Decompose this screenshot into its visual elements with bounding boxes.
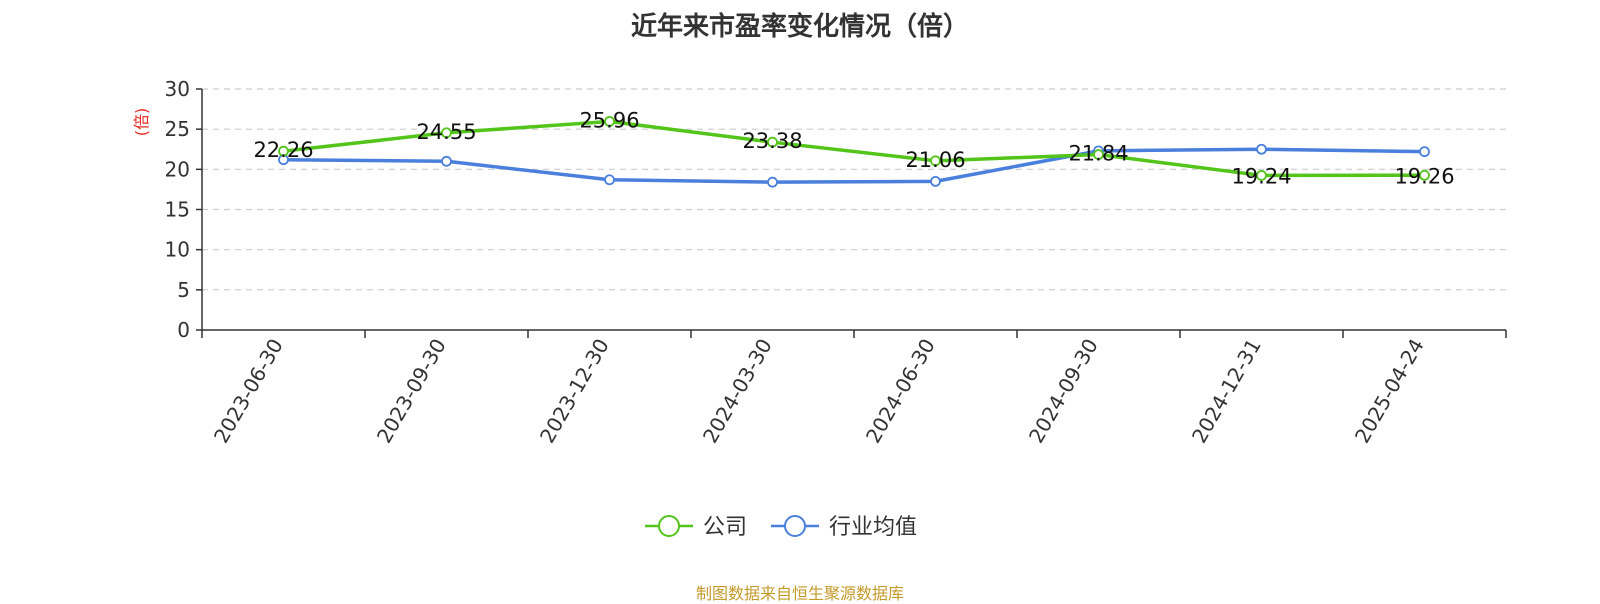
industry-data-point[interactable]	[1256, 143, 1267, 155]
data-source-note: 制图数据来自恒生聚源数据库	[695, 584, 904, 603]
legend-label: 公司	[703, 515, 747, 540]
company-data-label: 23.38	[742, 129, 802, 153]
company-data-point[interactable]	[278, 145, 289, 157]
industry-data-point[interactable]	[604, 174, 615, 186]
legend-label: 行业均值	[829, 515, 917, 540]
legend-item-industry[interactable]: 行业均值	[771, 515, 917, 540]
x-tick-label: 2023-09-30	[372, 335, 451, 448]
company-data-point[interactable]	[767, 136, 778, 148]
x-tick-label: 2024-09-30	[1024, 335, 1103, 448]
y-tick-label: 10	[165, 238, 190, 262]
company-data-label: 21.84	[1068, 142, 1128, 166]
company-data-label: 21.06	[905, 148, 965, 172]
company-data-label: 25.96	[579, 108, 639, 132]
company-series-line	[283, 119, 1425, 178]
y-axis-unit-label: (倍)	[132, 108, 151, 137]
company-data-point[interactable]	[441, 127, 452, 139]
company-data-point[interactable]	[1419, 169, 1430, 181]
y-tick-label: 5	[177, 278, 190, 302]
chart-title: 近年来市盈率变化情况（倍）	[630, 12, 969, 42]
legend-circle-icon	[658, 515, 680, 537]
company-data-label: 19.26	[1394, 164, 1454, 188]
legend-circle-icon	[784, 515, 806, 537]
x-tick-label: 2023-12-30	[535, 335, 614, 448]
company-data-label: 24.55	[416, 120, 476, 144]
x-tick-label: 2024-12-31	[1187, 335, 1266, 448]
x-tick-label: 2023-06-30	[209, 335, 288, 448]
company-data-label: 22.26	[253, 138, 313, 162]
company-data-point[interactable]	[1093, 149, 1104, 160]
y-tick-label: 20	[165, 157, 190, 181]
industry-data-point[interactable]	[441, 155, 452, 167]
y-tick-label: 30	[165, 77, 190, 101]
data-labels: 22.26 24.55 25.96 23.38 21.06 21.84 19.24 19.26	[253, 108, 1454, 188]
company-data-point[interactable]	[604, 116, 615, 127]
legend-item-company[interactable]: 公司	[645, 515, 747, 540]
y-tick-label: 15	[165, 198, 190, 222]
industry-data-point[interactable]	[930, 175, 941, 187]
company-data-point[interactable]	[1256, 170, 1267, 181]
y-tick-label: 25	[165, 117, 190, 141]
x-tick-label: 2024-06-30	[861, 335, 940, 448]
axes: 0 5 10 15 20 25 30 2023-06-30 2023-09-30 2023-12-…	[165, 77, 1507, 448]
industry-data-point[interactable]	[1419, 146, 1430, 158]
industry-series-line	[283, 147, 1425, 184]
grid-lines	[202, 88, 1506, 291]
company-data-point[interactable]	[930, 155, 941, 167]
y-tick-label: 0	[177, 318, 190, 342]
industry-data-point[interactable]	[767, 176, 778, 188]
company-data-label: 19.24	[1231, 164, 1291, 188]
x-tick-label: 2024-03-30	[698, 335, 777, 448]
x-tick-label: 2025-04-24	[1350, 335, 1429, 448]
series-lines	[278, 116, 1430, 188]
legend[interactable]: 公司 行业均值	[645, 515, 917, 540]
